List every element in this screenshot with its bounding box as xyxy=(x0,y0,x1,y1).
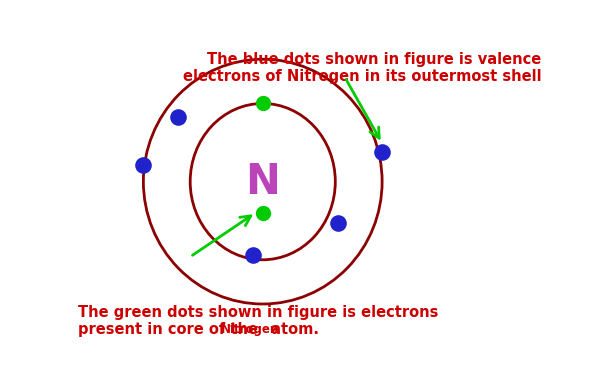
Text: N: N xyxy=(245,160,280,203)
Point xyxy=(258,100,268,106)
Text: Nitrogen: Nitrogen xyxy=(221,323,280,336)
Text: atom.: atom. xyxy=(266,322,320,337)
Text: present in core of the: present in core of the xyxy=(78,322,263,337)
Point xyxy=(174,114,184,120)
Point xyxy=(258,210,268,216)
Point xyxy=(138,162,148,169)
Point xyxy=(249,252,259,259)
Text: electrons of Nitrogen in its outermost shell: electrons of Nitrogen in its outermost s… xyxy=(182,69,541,84)
Point xyxy=(333,220,342,226)
Point xyxy=(378,149,387,155)
Text: The green dots shown in figure is electrons: The green dots shown in figure is electr… xyxy=(78,305,439,320)
Text: The blue dots shown in figure is valence: The blue dots shown in figure is valence xyxy=(207,52,541,67)
